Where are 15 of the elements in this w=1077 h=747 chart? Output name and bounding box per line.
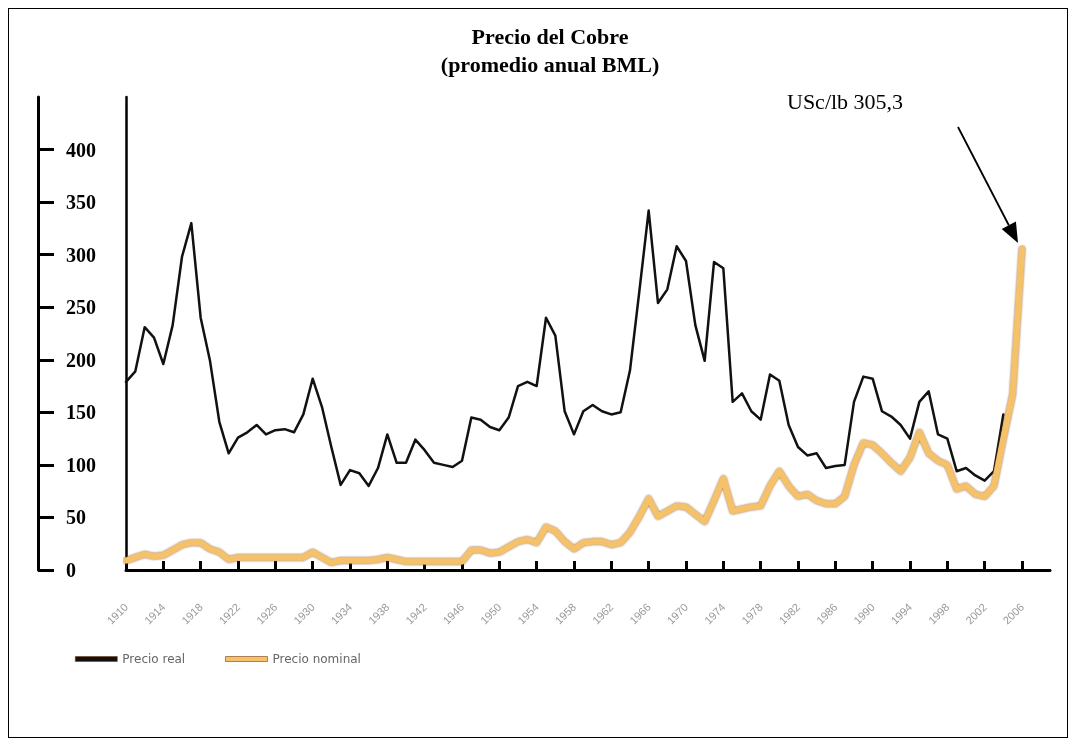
y-tick-label: 250 bbox=[66, 296, 96, 319]
y-tick-label: 200 bbox=[66, 348, 96, 371]
chart-title: Precio del Cobre bbox=[471, 23, 629, 49]
annotation: USc/lb 305,3 bbox=[787, 89, 904, 116]
y-tick-label: 100 bbox=[66, 453, 96, 476]
y-tick-label: 0 bbox=[66, 559, 76, 581]
line-series bbox=[124, 209, 1005, 488]
y-tick-label: 300 bbox=[66, 243, 96, 266]
y-tick-label: 350 bbox=[66, 191, 96, 214]
chart-subtitle: (promedio anual BML) bbox=[440, 51, 660, 77]
legend-label: Precio nominal bbox=[272, 652, 361, 666]
y-tick-label: 50 bbox=[66, 506, 86, 529]
y-tick-label: 150 bbox=[66, 401, 96, 424]
y-tick-label: 400 bbox=[66, 138, 96, 161]
legend-label: Precio real bbox=[122, 652, 186, 666]
